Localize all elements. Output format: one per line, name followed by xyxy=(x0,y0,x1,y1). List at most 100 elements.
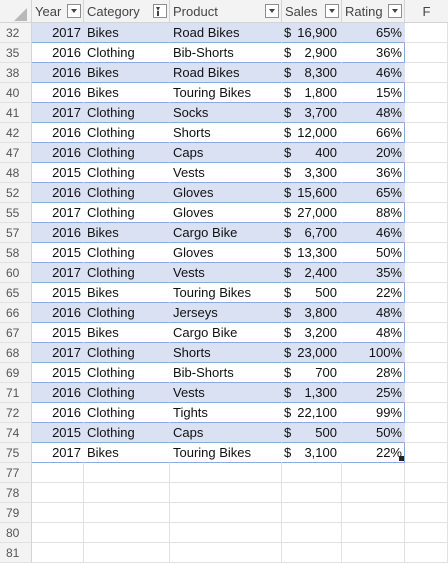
category-cell[interactable]: Clothing xyxy=(84,163,170,183)
row-number[interactable]: 35 xyxy=(0,43,32,63)
empty-cell[interactable] xyxy=(32,543,84,563)
rating-cell[interactable]: 22% xyxy=(342,283,405,303)
empty-cell[interactable] xyxy=(405,323,448,343)
empty-cell[interactable] xyxy=(170,523,282,543)
product-cell[interactable]: Shorts xyxy=(170,123,282,143)
product-cell[interactable]: Vests xyxy=(170,263,282,283)
empty-cell[interactable] xyxy=(32,503,84,523)
year-cell[interactable]: 2016 xyxy=(32,63,84,83)
category-cell[interactable]: Clothing xyxy=(84,203,170,223)
rating-cell[interactable]: 36% xyxy=(342,43,405,63)
category-cell[interactable]: Bikes xyxy=(84,23,170,43)
filter-dropdown-icon[interactable] xyxy=(265,4,279,18)
rating-cell[interactable]: 100% xyxy=(342,343,405,363)
rating-cell[interactable]: 99% xyxy=(342,403,405,423)
year-cell[interactable]: 2015 xyxy=(32,283,84,303)
row-number[interactable]: 47 xyxy=(0,143,32,163)
rating-cell[interactable]: 15% xyxy=(342,83,405,103)
empty-cell[interactable] xyxy=(405,103,448,123)
filter-dropdown-icon[interactable] xyxy=(388,4,402,18)
empty-cell[interactable] xyxy=(170,543,282,563)
row-number[interactable]: 81 xyxy=(0,543,32,563)
category-cell[interactable]: Clothing xyxy=(84,243,170,263)
sales-cell[interactable]: $3,700 xyxy=(282,103,342,123)
rating-cell[interactable]: 35% xyxy=(342,263,405,283)
category-cell[interactable]: Bikes xyxy=(84,223,170,243)
rating-cell[interactable]: 36% xyxy=(342,163,405,183)
empty-cell[interactable] xyxy=(84,463,170,483)
row-number[interactable]: 42 xyxy=(0,123,32,143)
rating-cell[interactable]: 50% xyxy=(342,423,405,443)
sales-cell[interactable]: $13,300 xyxy=(282,243,342,263)
row-number[interactable]: 77 xyxy=(0,463,32,483)
category-cell[interactable]: Bikes xyxy=(84,283,170,303)
product-cell[interactable]: Jerseys xyxy=(170,303,282,323)
year-cell[interactable]: 2016 xyxy=(32,383,84,403)
category-cell[interactable]: Clothing xyxy=(84,43,170,63)
sales-cell[interactable]: $15,600 xyxy=(282,183,342,203)
header-product[interactable]: Product xyxy=(170,0,282,23)
year-cell[interactable]: 2016 xyxy=(32,143,84,163)
rating-cell[interactable]: 88% xyxy=(342,203,405,223)
year-cell[interactable]: 2017 xyxy=(32,203,84,223)
product-cell[interactable]: Vests xyxy=(170,383,282,403)
empty-cell[interactable] xyxy=(32,463,84,483)
empty-cell[interactable] xyxy=(405,363,448,383)
category-cell[interactable]: Bikes xyxy=(84,63,170,83)
rating-cell[interactable]: 22% xyxy=(342,443,405,463)
product-cell[interactable]: Touring Bikes xyxy=(170,283,282,303)
sales-cell[interactable]: $3,200 xyxy=(282,323,342,343)
empty-cell[interactable] xyxy=(405,463,448,483)
empty-cell[interactable] xyxy=(342,523,405,543)
empty-cell[interactable] xyxy=(282,503,342,523)
product-cell[interactable]: Caps xyxy=(170,143,282,163)
row-number[interactable]: 52 xyxy=(0,183,32,203)
row-number[interactable]: 48 xyxy=(0,163,32,183)
product-cell[interactable]: Tights xyxy=(170,403,282,423)
category-cell[interactable]: Clothing xyxy=(84,123,170,143)
empty-cell[interactable] xyxy=(282,523,342,543)
header-column-f[interactable]: F xyxy=(405,0,448,23)
empty-cell[interactable] xyxy=(405,383,448,403)
row-number[interactable]: 71 xyxy=(0,383,32,403)
row-number[interactable]: 80 xyxy=(0,523,32,543)
empty-cell[interactable] xyxy=(405,423,448,443)
product-cell[interactable]: Cargo Bike xyxy=(170,323,282,343)
header-year[interactable]: Year xyxy=(32,0,84,23)
empty-cell[interactable] xyxy=(405,63,448,83)
rating-cell[interactable]: 65% xyxy=(342,183,405,203)
empty-cell[interactable] xyxy=(405,503,448,523)
rating-cell[interactable]: 66% xyxy=(342,123,405,143)
year-cell[interactable]: 2017 xyxy=(32,103,84,123)
row-number[interactable]: 55 xyxy=(0,203,32,223)
row-number[interactable]: 79 xyxy=(0,503,32,523)
header-rating[interactable]: Rating xyxy=(342,0,405,23)
empty-cell[interactable] xyxy=(405,43,448,63)
sales-cell[interactable]: $3,300 xyxy=(282,163,342,183)
rating-cell[interactable]: 25% xyxy=(342,383,405,403)
row-number[interactable]: 60 xyxy=(0,263,32,283)
product-cell[interactable]: Bib-Shorts xyxy=(170,43,282,63)
year-cell[interactable]: 2017 xyxy=(32,343,84,363)
empty-cell[interactable] xyxy=(170,463,282,483)
empty-cell[interactable] xyxy=(405,203,448,223)
category-cell[interactable]: Bikes xyxy=(84,323,170,343)
row-number[interactable]: 40 xyxy=(0,83,32,103)
rating-cell[interactable]: 20% xyxy=(342,143,405,163)
year-cell[interactable]: 2015 xyxy=(32,423,84,443)
sales-cell[interactable]: $400 xyxy=(282,143,342,163)
filter-dropdown-icon[interactable] xyxy=(67,4,81,18)
product-cell[interactable]: Caps xyxy=(170,423,282,443)
empty-cell[interactable] xyxy=(405,163,448,183)
sales-cell[interactable]: $1,800 xyxy=(282,83,342,103)
row-number[interactable]: 67 xyxy=(0,323,32,343)
sales-cell[interactable]: $3,100 xyxy=(282,443,342,463)
category-cell[interactable]: Bikes xyxy=(84,83,170,103)
header-sales[interactable]: Sales xyxy=(282,0,342,23)
product-cell[interactable]: Road Bikes xyxy=(170,63,282,83)
empty-cell[interactable] xyxy=(405,183,448,203)
year-cell[interactable]: 2016 xyxy=(32,123,84,143)
product-cell[interactable]: Road Bikes xyxy=(170,23,282,43)
row-number[interactable]: 58 xyxy=(0,243,32,263)
product-cell[interactable]: Shorts xyxy=(170,343,282,363)
